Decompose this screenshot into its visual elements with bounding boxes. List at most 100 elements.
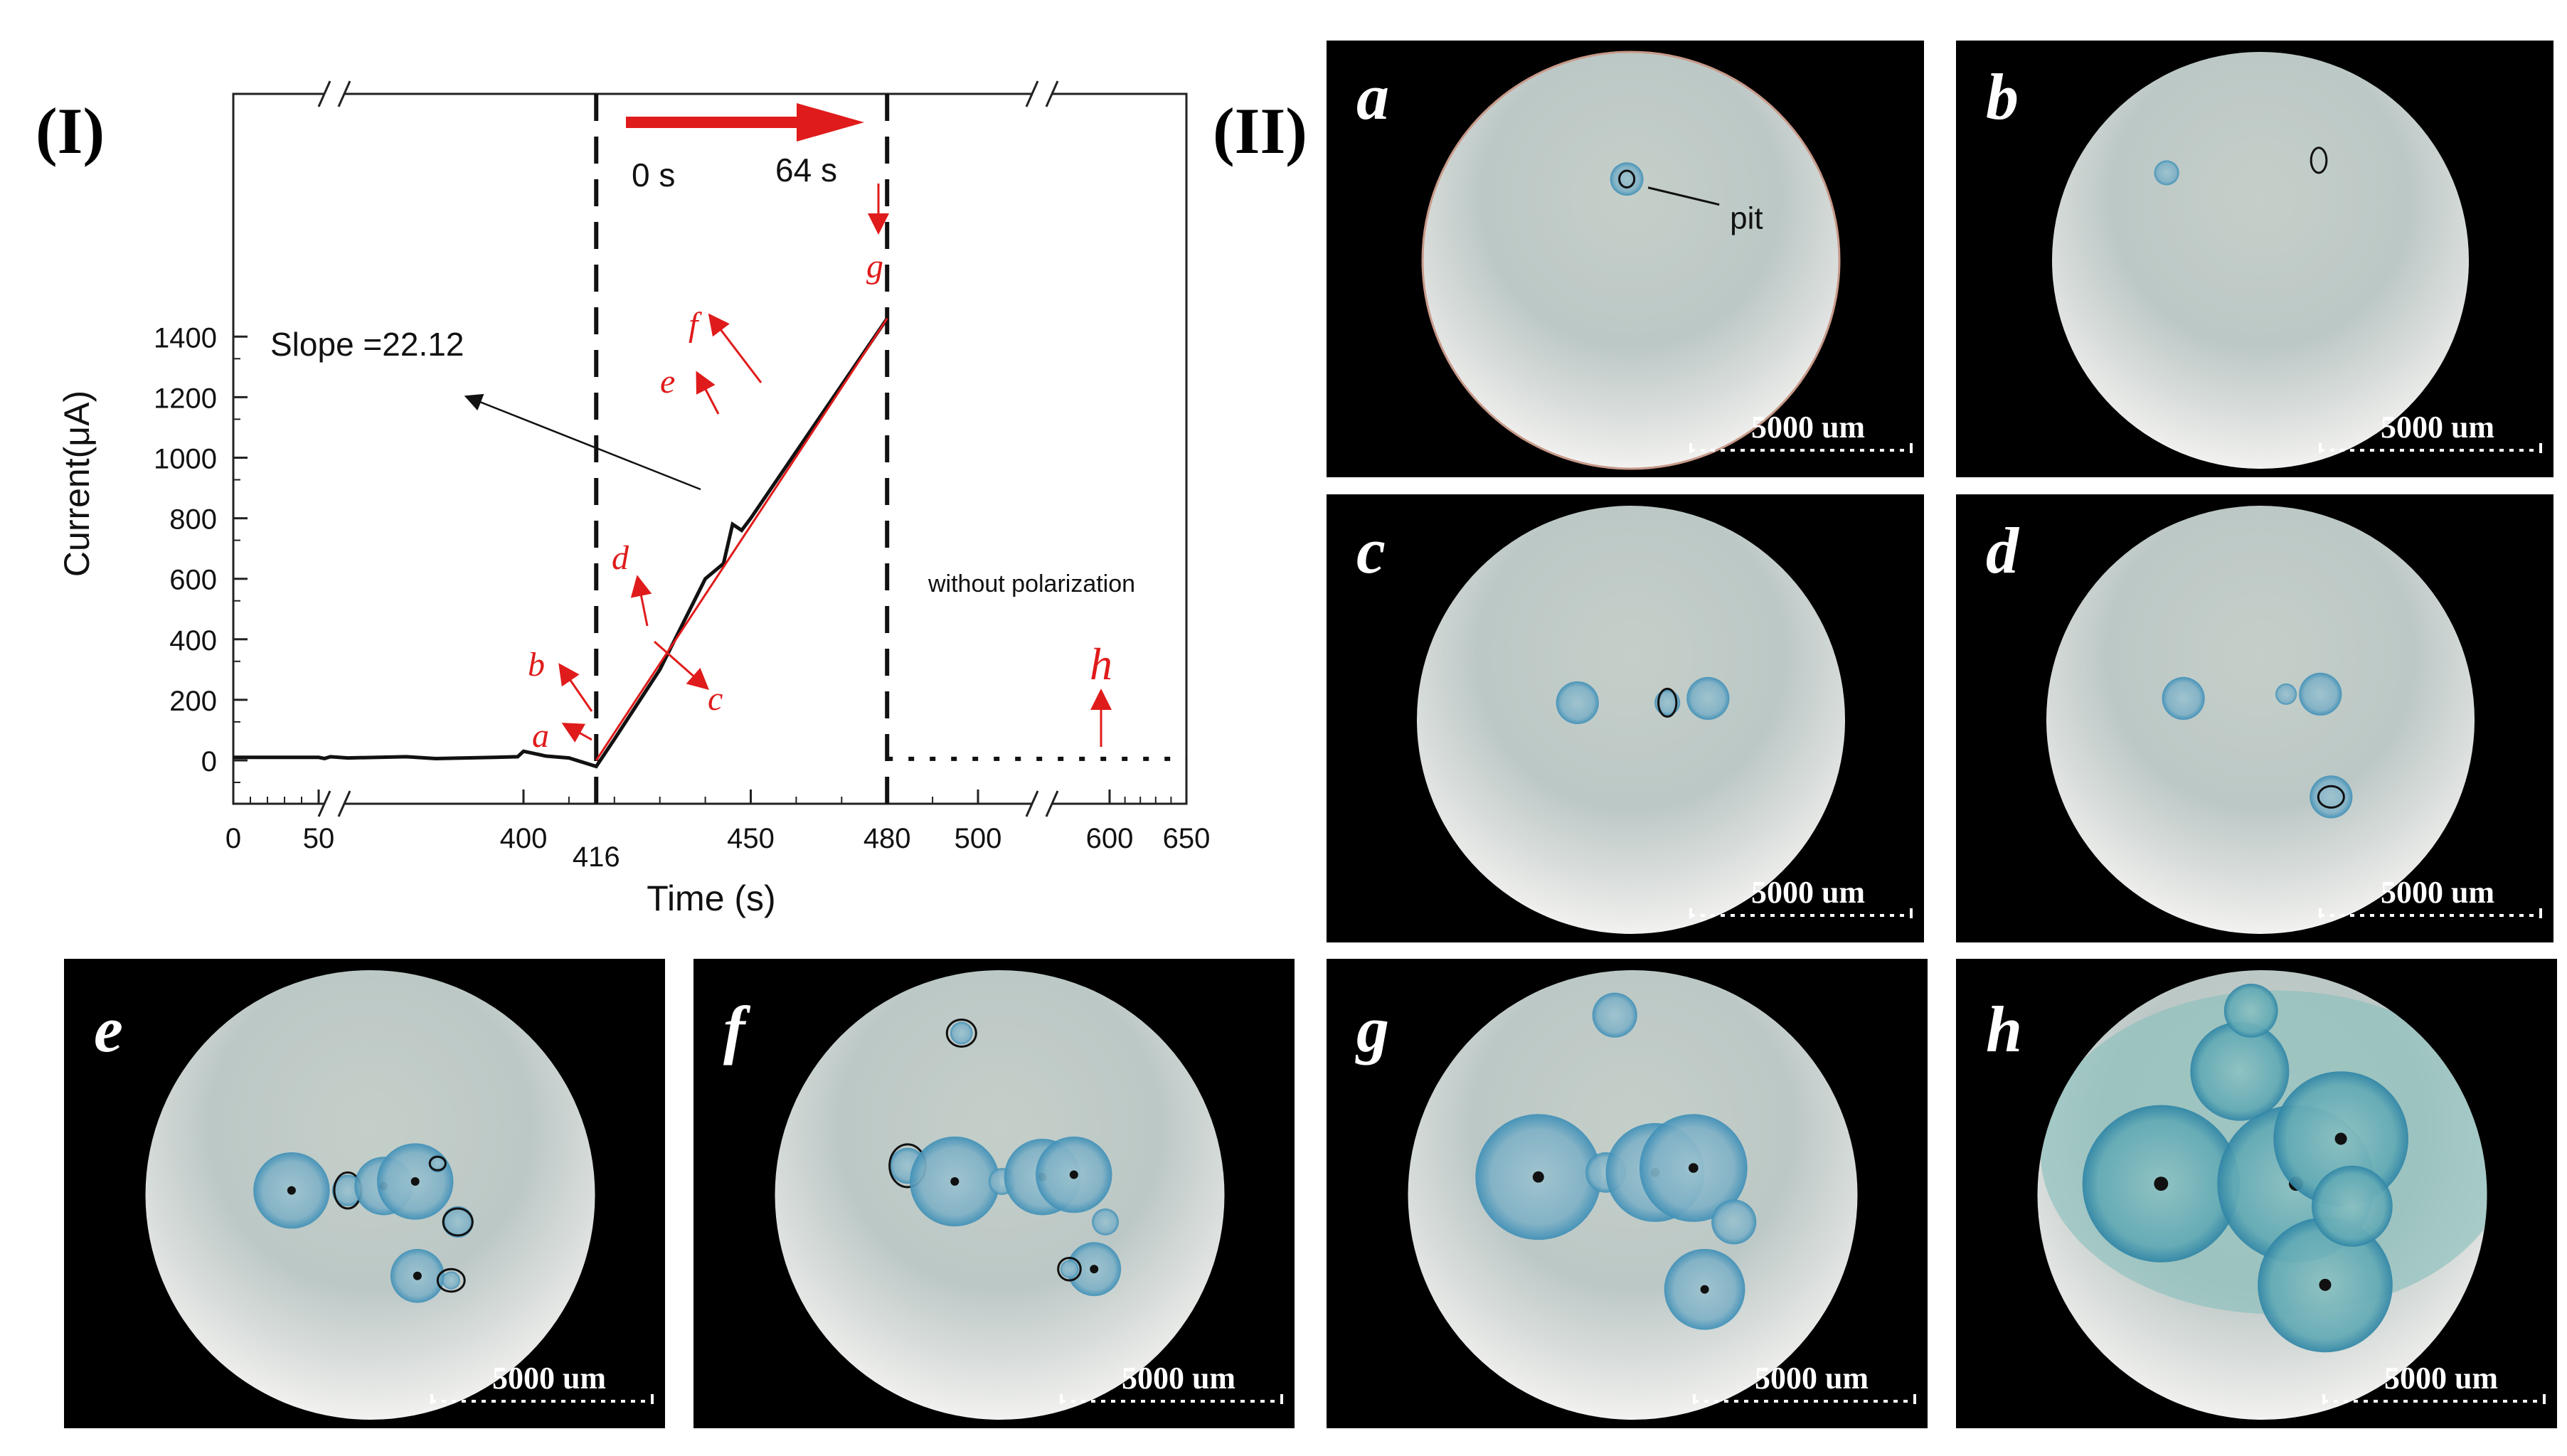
micrograph-panel-a: a 5000 um pit — [1327, 41, 1924, 477]
corrosion-pit — [2154, 160, 2179, 186]
pit-center — [2319, 1278, 2332, 1291]
panel-letter: h — [1986, 993, 2022, 1066]
no-polarization-label: without polarization — [928, 570, 1135, 597]
corrosion-pit — [1711, 1199, 1757, 1245]
pit-center — [2334, 1132, 2347, 1145]
chart-annotations: 0 s 64 s Slope =22.12 without polarization a… — [270, 103, 1135, 755]
slope-pointer — [464, 393, 701, 491]
pit-center — [1069, 1170, 1078, 1179]
corrosion-pit — [2162, 676, 2205, 721]
pit-marker-circle — [945, 1019, 977, 1048]
pit-marker-circle — [1618, 169, 1636, 188]
break-slash — [317, 790, 331, 817]
scale-label: 5000 um — [1755, 1361, 1869, 1396]
break-slash — [1025, 790, 1039, 817]
specimen-disc — [1417, 506, 1845, 934]
pit-marker-circle — [428, 1155, 447, 1171]
y-tick-label: 0 — [201, 746, 217, 777]
pit-label: pit — [1730, 201, 1763, 236]
pit-marker-circle — [2317, 785, 2345, 809]
micrograph-panel-c: c 5000 um — [1327, 494, 1924, 942]
pit-marker-circle — [1657, 687, 1678, 718]
pit-center — [2154, 1176, 2169, 1191]
pit-pointer — [1647, 186, 1720, 206]
corrosion-pit — [1610, 162, 1644, 196]
corrosion-pit — [2299, 672, 2342, 716]
scale-label: 5000 um — [1751, 410, 1865, 445]
corrosion-pit — [2223, 983, 2278, 1038]
corrosion-pit — [442, 1271, 460, 1290]
point-arrow-e — [696, 371, 720, 415]
x-axis-ticks: 0 50 400 416 450 480 500 600 650 — [225, 790, 1211, 873]
corrosion-pit — [2310, 775, 2353, 819]
panel-letter: e — [94, 993, 123, 1066]
figure-label-II: (II) — [1213, 95, 1307, 167]
x-tick-label: 600 — [1086, 823, 1134, 854]
pit-marker-circle — [1057, 1256, 1082, 1282]
corrosion-pit — [1060, 1260, 1079, 1278]
pit-center — [1090, 1265, 1099, 1274]
pit-marker-circle — [436, 1268, 466, 1293]
corrosion-pit — [442, 1206, 474, 1238]
pit-center — [1700, 1285, 1709, 1294]
series-line-0 — [233, 317, 889, 769]
pit-center — [950, 1177, 960, 1186]
break-slash — [1045, 80, 1059, 107]
point-label-b: b — [528, 646, 545, 684]
point-label-g: g — [866, 248, 883, 285]
data-series — [233, 317, 1186, 769]
time-arrow-head — [797, 103, 864, 142]
corrosion-pit — [1556, 681, 1599, 725]
figure-label-I: (I) — [36, 95, 105, 167]
pit-marker-circle — [442, 1207, 474, 1237]
y-tick-label: 600 — [169, 565, 217, 596]
scale-label: 5000 um — [1751, 875, 1865, 910]
specimen-disc — [2046, 506, 2475, 934]
x-tick-label: 416 — [573, 841, 620, 873]
x-tick-label: 480 — [863, 823, 911, 854]
y-axis-ticks: 0 200 400 600 800 1000 1200 1400 — [154, 322, 248, 783]
y-tick-label: 1000 — [154, 444, 217, 475]
x-tick-label: 400 — [500, 823, 548, 854]
point-label-e: e — [660, 363, 675, 400]
micrograph-panel-h: h 5000 um — [1956, 959, 2557, 1428]
break-gap — [324, 788, 344, 819]
break-gap — [324, 78, 344, 110]
scale-label: 5000 um — [2384, 1361, 2498, 1396]
point-label-h: h — [1090, 639, 1112, 689]
x-tick-label: 650 — [1163, 823, 1211, 854]
x-tick-label: 500 — [955, 823, 1002, 854]
scale-label: 5000 um — [2381, 875, 2494, 910]
corrosion-pit — [1654, 689, 1681, 716]
scale-label: 5000 um — [492, 1361, 606, 1396]
break-gap — [1032, 788, 1052, 819]
break-slash — [337, 790, 351, 817]
x-tick-label: 450 — [727, 823, 775, 854]
axis-break-marks — [317, 78, 1059, 819]
pit-marker-circle — [2310, 147, 2328, 174]
micrograph-panel-b: b 5000 um — [1956, 41, 2553, 477]
scale-label: 5000 um — [1122, 1361, 1235, 1396]
panel-letter: a — [1356, 60, 1389, 133]
fit-line — [595, 317, 888, 761]
panel-letter: b — [1986, 60, 2019, 133]
corrosion-pit — [1592, 992, 1637, 1038]
corrosion-pit — [2275, 683, 2297, 705]
pit-center — [413, 1271, 422, 1280]
specimen-disc — [1421, 51, 1841, 470]
y-tick-label: 400 — [169, 625, 217, 657]
corrosion-pit — [1686, 676, 1730, 721]
point-arrow-d — [630, 575, 652, 627]
specimen-disc — [775, 970, 1225, 1420]
break-slash — [1025, 80, 1039, 107]
point-label-d: d — [612, 539, 629, 577]
scale-label: 5000 um — [2381, 410, 2494, 445]
pit-center — [1688, 1163, 1699, 1173]
micrograph-panel-d: d 5000 um — [1956, 494, 2553, 942]
start-time-label: 0 s — [632, 156, 675, 193]
break-slash — [317, 80, 331, 107]
corrosion-pit — [2190, 1021, 2290, 1121]
slope-label: Slope =22.12 — [270, 326, 464, 363]
corrosion-pit — [2312, 1165, 2393, 1247]
